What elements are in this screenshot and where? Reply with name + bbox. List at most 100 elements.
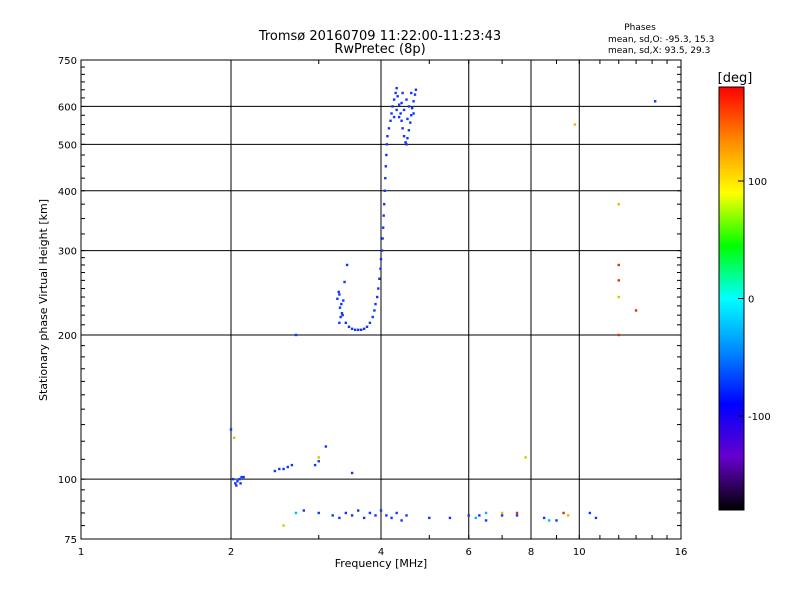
data-point: [331, 514, 334, 517]
data-point: [337, 290, 340, 294]
data-point: [338, 306, 342, 309]
x-tick-label: 4: [378, 547, 384, 558]
data-point: [343, 280, 346, 284]
data-point: [594, 516, 598, 520]
data-point: [407, 105, 411, 108]
data-point: [391, 105, 394, 108]
data-point: [400, 101, 403, 105]
x-axis-ticks: 1 2 4 6 8 10 16: [78, 60, 688, 558]
data-point: [294, 511, 298, 515]
x-tick-label: 2: [228, 547, 234, 558]
data-point: [380, 249, 384, 252]
data-point: [382, 214, 385, 217]
data-point: [338, 321, 341, 325]
y-tick-label: 100: [58, 475, 77, 486]
data-point: [338, 516, 341, 520]
data-point: [617, 202, 620, 206]
x-tick-label: 16: [675, 547, 688, 558]
data-point: [397, 115, 401, 119]
data-point: [379, 257, 383, 261]
data-point: [500, 511, 504, 515]
chart-title: Tromsø 20160709 11:22:00-11:23:43: [258, 29, 501, 44]
data-point: [566, 514, 570, 517]
data-point: [336, 297, 339, 300]
data-point: [290, 463, 294, 467]
data-point: [402, 134, 406, 138]
y-tick-label: 75: [64, 535, 77, 546]
y-tick-label: 500: [58, 140, 77, 151]
data-point: [410, 106, 414, 110]
data-point: [410, 114, 413, 117]
data-point: [235, 484, 238, 487]
data-point: [375, 295, 379, 299]
data-point: [395, 511, 398, 515]
data-point: [634, 309, 638, 312]
colorbar-tick-label: -100: [748, 412, 771, 423]
data-point: [395, 108, 398, 112]
data-point: [542, 516, 546, 520]
data-point: [239, 482, 242, 485]
data-point: [467, 514, 470, 517]
data-point: [413, 93, 417, 96]
data-point: [344, 321, 348, 325]
data-point: [389, 119, 392, 122]
data-point: [234, 482, 237, 485]
data-point: [400, 119, 403, 122]
data-point: [383, 202, 386, 206]
data-point: [405, 514, 408, 517]
data-point: [404, 141, 407, 144]
y-axis-ticks: 75 100 200 300 400 500 600 750: [58, 56, 681, 546]
data-point: [340, 302, 343, 306]
data-point: [409, 121, 412, 124]
data-point: [342, 299, 345, 302]
data-point: [365, 325, 369, 329]
data-point: [396, 95, 399, 98]
data-point: [588, 511, 592, 515]
data-point: [562, 511, 565, 515]
data-point: [402, 108, 406, 112]
data-point: [242, 475, 245, 479]
chart-subtitle: RwPretec (8p): [334, 42, 425, 57]
data-point: [412, 100, 415, 103]
data-point: [302, 509, 306, 512]
data-point: [278, 467, 281, 471]
colorbar-ticks: 100 0 -100: [738, 177, 771, 423]
data-point: [515, 511, 519, 515]
data-point: [240, 475, 243, 479]
data-point: [428, 516, 431, 520]
data-point: [617, 295, 620, 299]
x-tick-label: 6: [466, 547, 472, 558]
x-tick-label: 1: [78, 547, 84, 558]
data-point: [356, 509, 360, 512]
data-point: [273, 469, 277, 473]
y-tick-label: 600: [58, 102, 77, 113]
data-point: [286, 465, 289, 469]
data-point: [547, 519, 551, 522]
colorbar: [deg] 100 0 -100: [718, 71, 771, 511]
data-point: [345, 263, 349, 267]
grid: [81, 60, 681, 539]
data-point: [341, 313, 344, 317]
x-tick-label: 10: [573, 547, 586, 558]
y-axis-label: Stationary phase Virtual Height [km]: [37, 199, 50, 401]
data-point: [474, 516, 478, 520]
data-point: [374, 514, 377, 517]
plot-frame: [80, 59, 682, 540]
data-point: [379, 509, 383, 512]
stats-heading: Phases: [624, 23, 656, 33]
data-point: [317, 456, 320, 459]
data-points: [229, 86, 657, 527]
data-point: [617, 333, 620, 337]
x-tick-label: 8: [528, 547, 534, 558]
x-axis-label: Frequency [MHz]: [335, 557, 427, 570]
data-point: [313, 463, 317, 467]
data-point: [385, 143, 389, 146]
data-point: [368, 511, 372, 515]
data-point: [412, 112, 415, 115]
data-point: [350, 471, 354, 475]
data-point: [350, 514, 354, 517]
data-point: [617, 279, 620, 282]
data-point: [362, 516, 366, 520]
data-point: [294, 333, 298, 337]
